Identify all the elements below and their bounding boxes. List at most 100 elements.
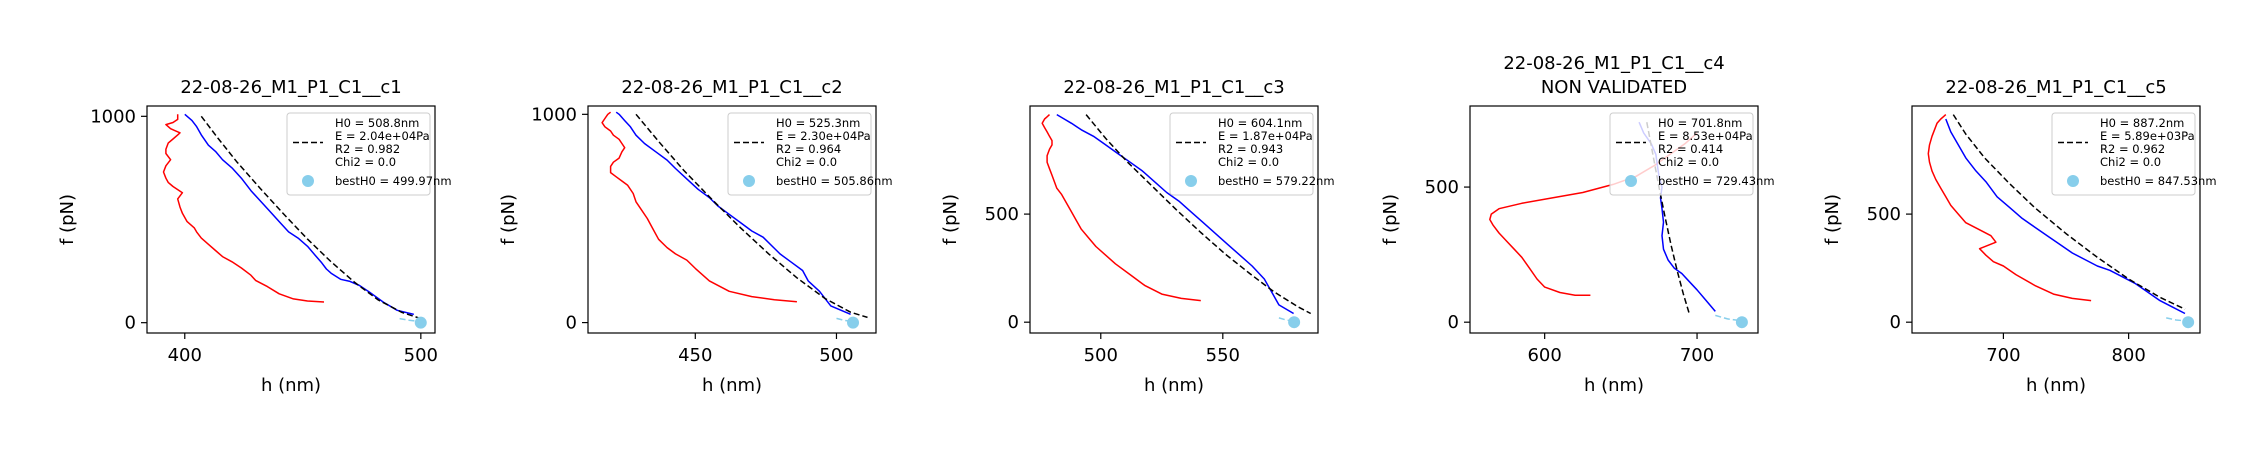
legend-fit-text: H0 = 887.2nm: [2100, 116, 2184, 130]
legend-fit-text: Chi2 = 0.0: [1658, 155, 1719, 169]
legend-fit-text: H0 = 701.8nm: [1658, 116, 1742, 130]
chart-panel-1: 22-08-26_M1_P1_C1__c1 400 500 0 1000 h (nm) f …: [57, 77, 452, 396]
legend-fit-text: E = 5.89e+03Pa: [2100, 129, 2195, 143]
legend-box: [286, 112, 431, 196]
best-h0-point: [414, 316, 427, 329]
legend-best-text: bestH0 = 505.86nm: [776, 174, 893, 188]
x-tick-label: 700: [1680, 345, 1714, 366]
x-tick-label: 500: [819, 345, 853, 366]
x-tick-label: 400: [168, 345, 202, 366]
chart-panel-3: 22-08-26_M1_P1_C1__c3 500 550 0 500 h (nm) f (…: [940, 77, 1335, 396]
legend-fit-text: H0 = 525.3nm: [776, 116, 860, 130]
legend-fit-text: R2 = 0.962: [2100, 142, 2165, 156]
legend-fit-text: E = 8.53e+04Pa: [1658, 129, 1753, 143]
legend-fit-text: Chi2 = 0.0: [2100, 155, 2161, 169]
legend-best-text: bestH0 = 847.53nm: [2100, 174, 2217, 188]
y-axis-label: f (pN): [57, 194, 78, 245]
best-h0-point: [1288, 316, 1301, 329]
legend-fit-text: E = 2.04e+04Pa: [335, 129, 430, 143]
x-axis-label: h (nm): [702, 375, 762, 396]
red-curve-line: [1041, 114, 1201, 302]
legend-fit-text: Chi2 = 0.0: [335, 155, 396, 169]
legend-point-swatch: [302, 175, 314, 187]
x-axis-label: h (nm): [2026, 375, 2086, 396]
y-tick-label: 500: [1425, 177, 1459, 198]
y-axis-label: f (pN): [1822, 194, 1843, 245]
legend-box: [2051, 112, 2196, 196]
legend-fit-text: Chi2 = 0.0: [776, 155, 837, 169]
legend-best-text: bestH0 = 579.22nm: [1218, 174, 1335, 188]
blue-curve-line: [184, 113, 414, 316]
y-tick-label: 0: [125, 313, 136, 334]
legend-fit-text: R2 = 0.982: [335, 142, 400, 156]
plot-area: [601, 111, 868, 323]
chart-title: 22-08-26_M1_P1_C1__c2: [621, 77, 842, 98]
chart-title: 22-08-26_M1_P1_C1__c1: [180, 77, 401, 98]
fit-line: [1952, 114, 2186, 310]
axes-frame: [1911, 105, 2201, 334]
axes-frame: [146, 105, 436, 334]
chart-title: 22-08-26_M1_P1_C1__c4: [1503, 53, 1724, 74]
legend-fit-text: E = 2.30e+04Pa: [776, 129, 871, 143]
chart-subtitle: NON VALIDATED: [1541, 77, 1687, 98]
blue-curve-line: [1056, 113, 1294, 315]
y-axis-label: f (pN): [498, 194, 519, 245]
x-axis-label: h (nm): [1584, 375, 1644, 396]
x-axis-label: h (nm): [1144, 375, 1204, 396]
x-tick-label: 700: [1986, 345, 2020, 366]
y-tick-label: 500: [1867, 204, 1901, 225]
legend-box: [727, 112, 872, 196]
y-tick-label: 500: [985, 204, 1019, 225]
x-tick-label: 450: [678, 345, 712, 366]
legend-fit-text: H0 = 604.1nm: [1218, 116, 1302, 130]
plot-area: [162, 113, 422, 323]
legend-best-text: bestH0 = 499.97nm: [335, 174, 452, 188]
x-tick-label: 500: [1084, 345, 1118, 366]
chart-panel-2: 22-08-26_M1_P1_C1__c2 450 500 0 1000 h (nm) f …: [498, 77, 893, 396]
fit-line: [1085, 114, 1312, 315]
y-axis-label: f (pN): [1380, 194, 1401, 245]
axes-frame: [1029, 105, 1319, 334]
fit-line: [200, 115, 422, 320]
best-h0-point: [2182, 316, 2195, 329]
y-tick-label: 1000: [531, 104, 577, 125]
chart-title: 22-08-26_M1_P1_C1__c3: [1063, 77, 1284, 98]
x-tick-label: 500: [404, 345, 438, 366]
legend-box: [1169, 112, 1314, 196]
best-h0-point: [1735, 316, 1748, 329]
legend-box: [1609, 112, 1754, 196]
chart-panel-4: 22-08-26_M1_P1_C1__c4 NON VALIDATED 600 700…: [1380, 53, 1775, 396]
legend-point-swatch: [2067, 175, 2079, 187]
x-tick-label: 600: [1527, 345, 1561, 366]
y-tick-label: 0: [566, 313, 577, 334]
chart-title: 22-08-26_M1_P1_C1__c5: [1945, 77, 2166, 98]
y-axis-label: f (pN): [940, 194, 961, 245]
y-tick-label: 0: [1448, 312, 1459, 333]
legend-point-swatch: [743, 175, 755, 187]
legend-fit-text: R2 = 0.964: [776, 142, 841, 156]
best-h0-point: [847, 316, 860, 329]
blue-curve-line: [1945, 118, 2186, 315]
legend-fit-text: R2 = 0.943: [1218, 142, 1283, 156]
axes-frame: [587, 105, 877, 334]
legend-fit-text: Chi2 = 0.0: [1218, 155, 1279, 169]
x-tick-label: 800: [2111, 345, 2145, 366]
x-axis-label: h (nm): [261, 375, 321, 396]
x-tick-label: 550: [1206, 345, 1240, 366]
y-tick-label: 0: [1008, 312, 1019, 333]
legend-fit-text: R2 = 0.414: [1658, 142, 1723, 156]
legend-fit-text: E = 1.87e+04Pa: [1218, 129, 1313, 143]
legend-point-swatch: [1625, 175, 1637, 187]
fit-line: [635, 113, 868, 319]
legend-best-text: bestH0 = 729.43nm: [1658, 174, 1775, 188]
red-curve-line: [601, 111, 797, 303]
axes-frame: [1469, 105, 1759, 334]
plot-area: [1927, 114, 2189, 322]
red-curve-line: [162, 114, 325, 303]
